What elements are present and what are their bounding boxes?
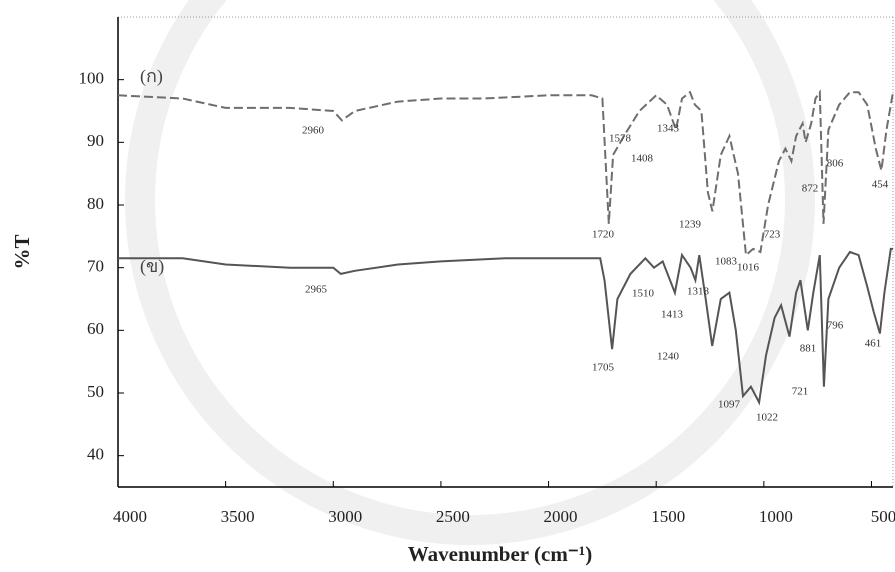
y-tick-label: 100 [79, 69, 105, 88]
peak-annotation: 1022 [756, 412, 778, 424]
x-tick-label: 2500 [436, 507, 470, 526]
series-label: (ก) [140, 66, 163, 87]
x-axis-title: Wavenumber (cm⁻¹) [408, 542, 592, 566]
peak-annotation: 1097 [718, 399, 741, 411]
peak-annotation: 1705 [592, 362, 615, 374]
peak-annotation: 2960 [302, 125, 325, 137]
peak-annotation: 881 [800, 343, 817, 355]
peak-annotation: 2965 [305, 284, 328, 296]
peak-annotation: 796 [827, 320, 844, 332]
spectrum-line [117, 89, 894, 258]
peak-annotation: 1083 [715, 256, 738, 268]
series-label: (ข) [140, 256, 164, 277]
peak-annotation: 1510 [632, 288, 655, 300]
peak-annotation: 1720 [592, 229, 615, 241]
peak-annotation: 872 [802, 183, 819, 195]
x-tick-label: 2000 [544, 507, 578, 526]
x-tick-label: 3000 [328, 507, 362, 526]
x-tick-label: 1500 [651, 507, 685, 526]
y-tick-label: 50 [87, 382, 104, 401]
peak-annotation: 1239 [679, 219, 702, 231]
peak-annotation: 806 [827, 158, 844, 170]
y-tick-label: 80 [87, 194, 104, 213]
peak-annotation: 454 [872, 179, 889, 191]
y-tick-label: 90 [87, 131, 104, 150]
x-tick-label: 500 [871, 507, 895, 526]
x-tick-label: 1000 [759, 507, 793, 526]
y-tick-label: 40 [87, 445, 104, 464]
y-axis-title: %T [10, 234, 34, 269]
peak-annotation: 461 [865, 338, 882, 350]
spectrum-line [118, 247, 893, 406]
peak-annotation: 1318 [687, 286, 710, 298]
peak-annotation: 721 [792, 386, 809, 398]
x-tick-label: 4000 [113, 507, 147, 526]
peak-annotation: 1408 [631, 153, 654, 165]
peak-annotation: 1343 [657, 123, 680, 135]
y-tick-label: 60 [87, 319, 104, 338]
peak-annotation: 1413 [661, 309, 684, 321]
x-tick-label: 3500 [221, 507, 255, 526]
peak-annotation: 1016 [737, 262, 760, 274]
peak-annotation: 1240 [657, 351, 680, 363]
watermark [125, 0, 815, 545]
y-tick-label: 70 [87, 257, 104, 276]
peak-annotation: 723 [764, 229, 781, 241]
peak-annotation: 1578 [609, 133, 632, 145]
